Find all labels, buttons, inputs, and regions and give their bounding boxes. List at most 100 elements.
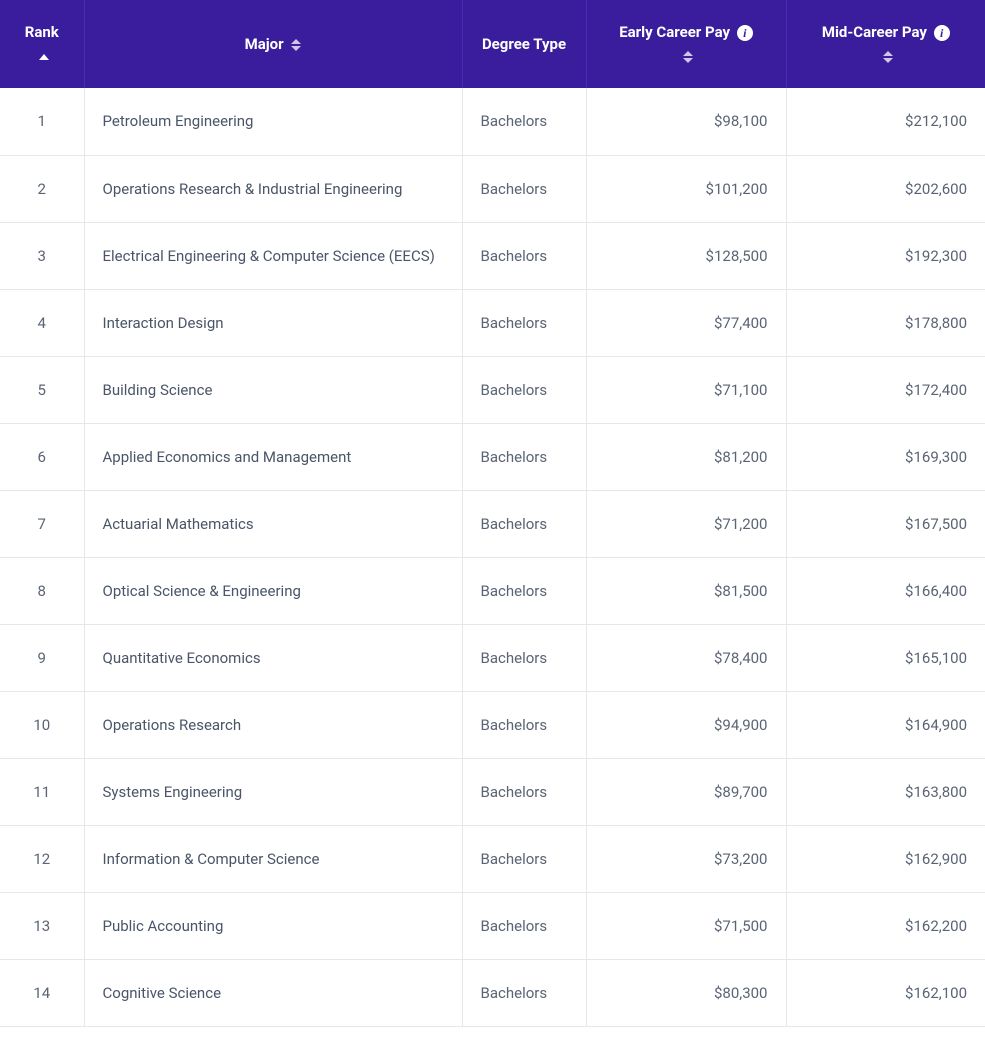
majors-pay-table: Rank Major Degree Type Early Career Pay …: [0, 0, 985, 1027]
table-row[interactable]: 2Operations Research & Industrial Engine…: [0, 155, 985, 222]
col-header-major[interactable]: Major: [84, 0, 462, 88]
cell-rank: 5: [0, 356, 84, 423]
cell-early-pay: $89,700: [586, 758, 786, 825]
cell-major: Information & Computer Science: [84, 825, 462, 892]
cell-major: Public Accounting: [84, 892, 462, 959]
table-row[interactable]: 9Quantitative EconomicsBachelors$78,400$…: [0, 624, 985, 691]
table-row[interactable]: 14Cognitive ScienceBachelors$80,300$162,…: [0, 959, 985, 1026]
table-header-row: Rank Major Degree Type Early Career Pay …: [0, 0, 985, 88]
col-header-rank-label: Rank: [25, 23, 59, 41]
cell-early-pay: $128,500: [586, 222, 786, 289]
info-icon[interactable]: i: [934, 25, 950, 41]
cell-mid-pay: $202,600: [786, 155, 985, 222]
cell-early-pay: $77,400: [586, 289, 786, 356]
cell-degree: Bachelors: [462, 624, 586, 691]
cell-mid-pay: $162,100: [786, 959, 985, 1026]
cell-major: Operations Research & Industrial Enginee…: [84, 155, 462, 222]
table-row[interactable]: 11Systems EngineeringBachelors$89,700$16…: [0, 758, 985, 825]
cell-degree: Bachelors: [462, 356, 586, 423]
cell-mid-pay: $192,300: [786, 222, 985, 289]
cell-degree: Bachelors: [462, 289, 586, 356]
sort-icon: [683, 51, 693, 63]
table-row[interactable]: 5Building ScienceBachelors$71,100$172,40…: [0, 356, 985, 423]
sort-icon: [883, 51, 893, 63]
cell-degree: Bachelors: [462, 155, 586, 222]
cell-major: Building Science: [84, 356, 462, 423]
table-row[interactable]: 4Interaction DesignBachelors$77,400$178,…: [0, 289, 985, 356]
col-header-rank[interactable]: Rank: [0, 0, 84, 88]
cell-major: Petroleum Engineering: [84, 88, 462, 155]
cell-mid-pay: $167,500: [786, 490, 985, 557]
cell-early-pay: $81,500: [586, 557, 786, 624]
cell-major: Quantitative Economics: [84, 624, 462, 691]
cell-degree: Bachelors: [462, 490, 586, 557]
cell-early-pay: $98,100: [586, 88, 786, 155]
cell-rank: 9: [0, 624, 84, 691]
cell-major: Interaction Design: [84, 289, 462, 356]
table-row[interactable]: 13Public AccountingBachelors$71,500$162,…: [0, 892, 985, 959]
cell-early-pay: $78,400: [586, 624, 786, 691]
table-row[interactable]: 8Optical Science & EngineeringBachelors$…: [0, 557, 985, 624]
cell-early-pay: $71,500: [586, 892, 786, 959]
col-header-early[interactable]: Early Career Pay i: [586, 0, 786, 88]
col-header-degree: Degree Type: [462, 0, 586, 88]
col-header-early-label: Early Career Pay: [619, 23, 730, 41]
cell-rank: 11: [0, 758, 84, 825]
cell-rank: 13: [0, 892, 84, 959]
cell-early-pay: $81,200: [586, 423, 786, 490]
cell-major: Operations Research: [84, 691, 462, 758]
cell-degree: Bachelors: [462, 758, 586, 825]
cell-degree: Bachelors: [462, 557, 586, 624]
cell-mid-pay: $165,100: [786, 624, 985, 691]
table-row[interactable]: 3Electrical Engineering & Computer Scien…: [0, 222, 985, 289]
cell-mid-pay: $172,400: [786, 356, 985, 423]
cell-mid-pay: $169,300: [786, 423, 985, 490]
cell-early-pay: $101,200: [586, 155, 786, 222]
cell-degree: Bachelors: [462, 691, 586, 758]
cell-mid-pay: $178,800: [786, 289, 985, 356]
table-row[interactable]: 10Operations ResearchBachelors$94,900$16…: [0, 691, 985, 758]
cell-rank: 2: [0, 155, 84, 222]
cell-early-pay: $71,200: [586, 490, 786, 557]
cell-rank: 4: [0, 289, 84, 356]
cell-degree: Bachelors: [462, 222, 586, 289]
cell-early-pay: $94,900: [586, 691, 786, 758]
table-row[interactable]: 7Actuarial MathematicsBachelors$71,200$1…: [0, 490, 985, 557]
cell-degree: Bachelors: [462, 88, 586, 155]
cell-rank: 6: [0, 423, 84, 490]
cell-degree: Bachelors: [462, 423, 586, 490]
col-header-degree-label: Degree Type: [482, 35, 566, 53]
info-icon[interactable]: i: [737, 25, 753, 41]
table-row[interactable]: 12Information & Computer ScienceBachelor…: [0, 825, 985, 892]
cell-rank: 1: [0, 88, 84, 155]
cell-major: Electrical Engineering & Computer Scienc…: [84, 222, 462, 289]
cell-major: Optical Science & Engineering: [84, 557, 462, 624]
cell-mid-pay: $166,400: [786, 557, 985, 624]
cell-rank: 12: [0, 825, 84, 892]
cell-early-pay: $73,200: [586, 825, 786, 892]
cell-degree: Bachelors: [462, 825, 586, 892]
cell-rank: 7: [0, 490, 84, 557]
cell-rank: 3: [0, 222, 84, 289]
cell-rank: 8: [0, 557, 84, 624]
cell-major: Cognitive Science: [84, 959, 462, 1026]
cell-rank: 10: [0, 691, 84, 758]
cell-mid-pay: $163,800: [786, 758, 985, 825]
cell-early-pay: $71,100: [586, 356, 786, 423]
table-body: 1Petroleum EngineeringBachelors$98,100$2…: [0, 88, 985, 1026]
cell-early-pay: $80,300: [586, 959, 786, 1026]
col-header-mid-label: Mid-Career Pay: [822, 23, 927, 41]
table-row[interactable]: 6Applied Economics and ManagementBachelo…: [0, 423, 985, 490]
table-row[interactable]: 1Petroleum EngineeringBachelors$98,100$2…: [0, 88, 985, 155]
sort-icon: [291, 39, 301, 51]
col-header-major-label: Major: [245, 35, 284, 53]
cell-mid-pay: $164,900: [786, 691, 985, 758]
cell-mid-pay: $162,200: [786, 892, 985, 959]
col-header-mid[interactable]: Mid-Career Pay i: [786, 0, 985, 88]
cell-major: Systems Engineering: [84, 758, 462, 825]
cell-major: Actuarial Mathematics: [84, 490, 462, 557]
cell-rank: 14: [0, 959, 84, 1026]
cell-degree: Bachelors: [462, 892, 586, 959]
sort-asc-icon: [39, 54, 49, 60]
cell-degree: Bachelors: [462, 959, 586, 1026]
